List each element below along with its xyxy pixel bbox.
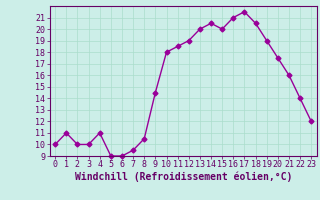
X-axis label: Windchill (Refroidissement éolien,°C): Windchill (Refroidissement éolien,°C) — [75, 172, 292, 182]
